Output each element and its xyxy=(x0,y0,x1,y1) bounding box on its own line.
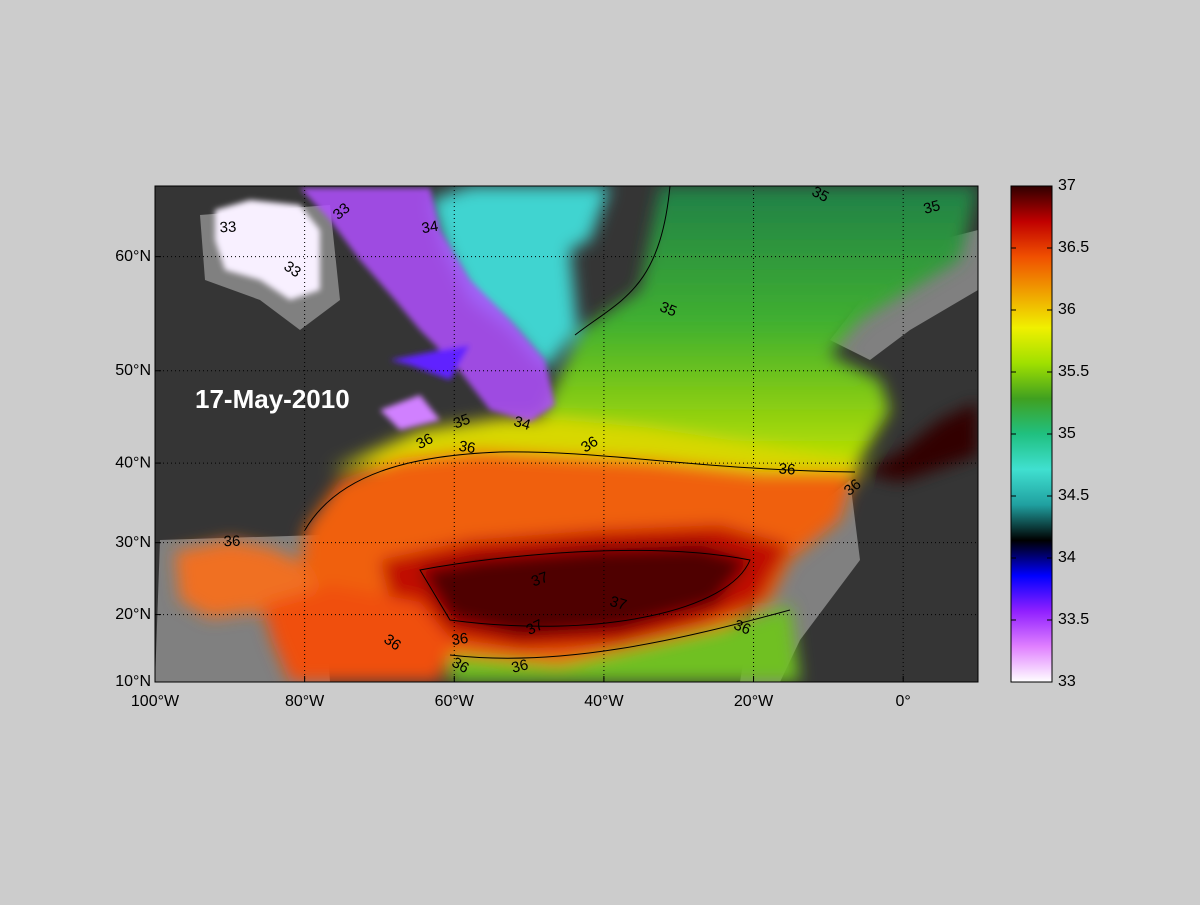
x-tick-label: 0° xyxy=(896,693,911,710)
colorbar-tick-label: 34 xyxy=(1058,549,1076,566)
contour-label: 36 xyxy=(457,438,476,458)
contour-label: 36 xyxy=(449,654,472,677)
contour-label: 33 xyxy=(219,219,237,237)
contour-line xyxy=(304,186,856,659)
contour-label: 36 xyxy=(413,430,436,453)
colorbar-tick-label: 34.5 xyxy=(1058,487,1089,504)
colorbar-tick-label: 35.5 xyxy=(1058,363,1089,380)
y-tick-label: 40°N xyxy=(115,454,151,471)
contour-label: 36 xyxy=(841,476,865,500)
axes: 100°W 80°W 60°W 40°W 20°W 0° 10°N 20°N 30°N 40°N 5… xyxy=(115,177,1089,710)
colorbar-tick-label: 36.5 xyxy=(1058,239,1089,256)
subpolar-water xyxy=(540,186,978,460)
front-water xyxy=(330,418,860,485)
salinity-max-core xyxy=(420,545,750,636)
x-tick-label: 100°W xyxy=(131,693,180,710)
colorbar-tick-label: 37 xyxy=(1058,177,1076,194)
x-tick-label: 60°W xyxy=(435,693,475,710)
grid xyxy=(155,186,978,682)
x-tick-label: 40°W xyxy=(584,693,624,710)
y-tick-label: 30°N xyxy=(115,534,151,551)
contour-label: 35 xyxy=(657,299,679,321)
caribbean-water xyxy=(262,585,452,682)
contour-label: 33 xyxy=(281,258,304,281)
tropical-water xyxy=(450,605,800,682)
colorbar-tick-label: 35 xyxy=(1058,425,1076,442)
colorbar-tick-label: 33 xyxy=(1058,673,1076,690)
contour-label: 36 xyxy=(731,616,753,638)
colorbar xyxy=(1010,185,1053,683)
hudson-bay-water xyxy=(215,200,320,300)
y-tick-label: 10°N xyxy=(115,673,151,690)
x-tick-label: 80°W xyxy=(285,693,325,710)
colorbar-tick-label: 36 xyxy=(1058,301,1076,318)
contour-label: 37 xyxy=(524,616,546,639)
contour-label: 35 xyxy=(451,411,473,433)
coastal-fresh-water xyxy=(300,188,555,422)
contour-label: 37 xyxy=(608,593,629,614)
date-label: 17-May-2010 xyxy=(195,384,350,414)
contour-label: 35 xyxy=(922,197,943,218)
contour-label: 34 xyxy=(420,218,439,237)
x-tick-label: 20°W xyxy=(734,693,774,710)
map-frame xyxy=(154,185,979,683)
contour-label: 35 xyxy=(809,183,832,206)
shelf-water xyxy=(380,395,440,430)
colorbar-tick-label: 33.5 xyxy=(1058,611,1089,628)
contour-label: 37 xyxy=(529,569,550,591)
contour-label: 36 xyxy=(223,533,240,551)
mediterranean-water xyxy=(862,402,978,482)
y-tick-label: 60°N xyxy=(115,248,151,265)
y-tick-label: 50°N xyxy=(115,362,151,379)
contour-label: 34 xyxy=(512,413,533,434)
y-tick-label: 20°N xyxy=(115,606,151,623)
contour-label: 36 xyxy=(381,631,404,654)
contour-label: 36 xyxy=(510,656,530,677)
contour-label: 36 xyxy=(450,630,469,649)
contour-label: 36 xyxy=(578,433,601,456)
labrador-water xyxy=(430,186,610,370)
gulf-st-lawrence-water xyxy=(390,345,470,380)
contour-label: 36 xyxy=(778,460,796,478)
